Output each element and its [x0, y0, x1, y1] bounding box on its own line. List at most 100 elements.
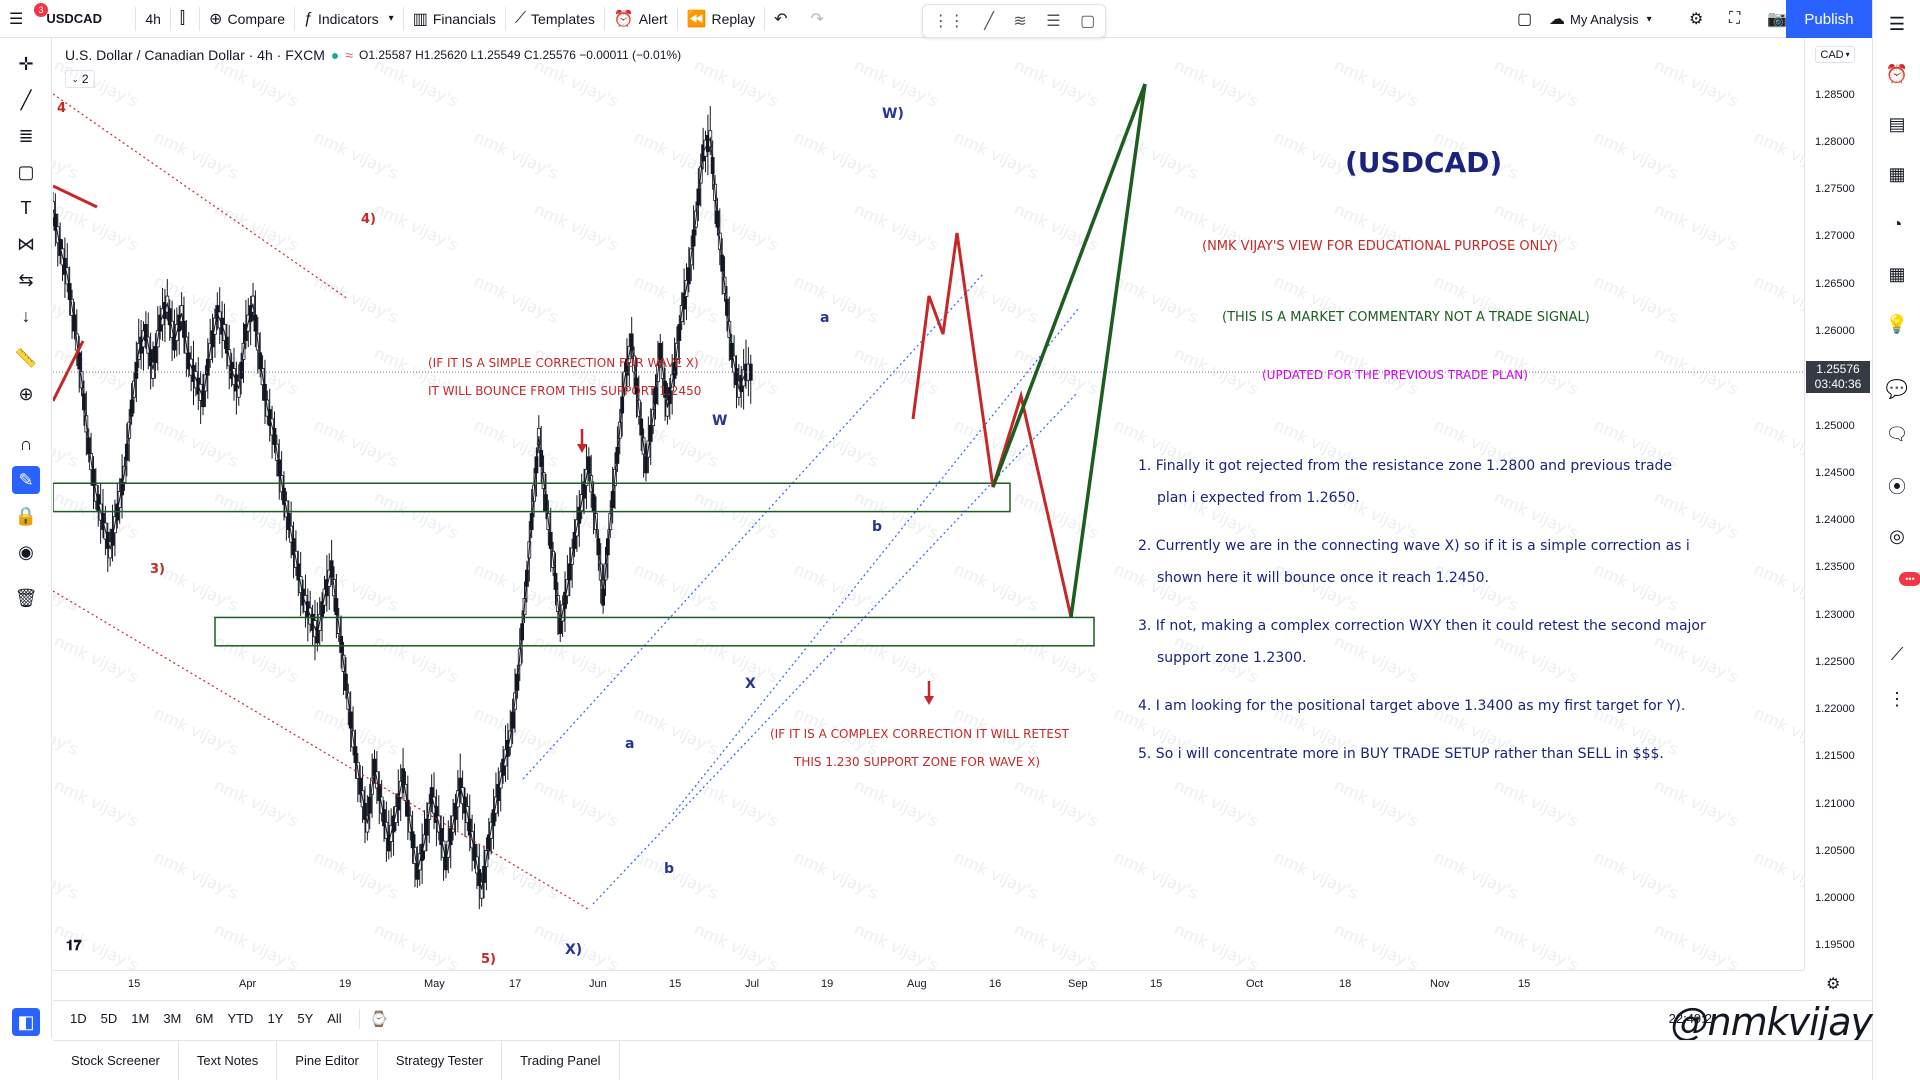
clock[interactable]: 22:49:2	[1668, 1011, 1712, 1026]
complex-correction-annotation-2[interactable]: THIS 1.230 SUPPORT ZONE FOR WAVE X)	[794, 755, 1041, 769]
menu-button[interactable]: ☰	[0, 0, 37, 38]
settings-button[interactable]: ⚙	[1680, 0, 1717, 38]
trend-line-icon[interactable]: ╱	[984, 13, 994, 30]
magnet-icon[interactable]: ∩	[19, 433, 33, 454]
tab-pine-editor[interactable]: Pine Editor	[277, 1040, 378, 1080]
fib-retracement-icon[interactable]: ≣	[18, 125, 34, 146]
text-tool-icon[interactable]: T	[20, 197, 32, 218]
commentary-annotation[interactable]: (THIS IS A MARKET COMMENTARY NOT A TRADE…	[1222, 310, 1590, 325]
price-axis[interactable]: 1.28500 1.28000 1.27500 1.27000 1.26500 1.260…	[1804, 39, 1872, 970]
lock-icon[interactable]: 🔒	[14, 505, 38, 526]
calendar-icon[interactable]: ▦	[1888, 263, 1906, 284]
alerts-icon[interactable]: ⏰	[1885, 63, 1909, 84]
financials-button[interactable]: ▥ Financials	[404, 0, 505, 38]
wave-label-a-upper[interactable]: a	[820, 310, 830, 326]
wave-label-5-close[interactable]: 5)	[481, 952, 496, 967]
stay-in-drawing-mode-icon[interactable]: ✎	[12, 466, 40, 494]
order-panel-icon[interactable]: ⋮	[1888, 688, 1906, 709]
fib-icon[interactable]: ≋	[1013, 13, 1027, 30]
tab-stock-screener[interactable]: Stock Screener	[53, 1040, 179, 1080]
compare-button[interactable]: ⊕ Compare	[200, 0, 294, 38]
wave-label-b-upper[interactable]: b	[872, 519, 883, 535]
snapshot-button[interactable]: 📷	[1758, 0, 1801, 38]
currency-selector[interactable]: CAD ▾	[1815, 46, 1855, 63]
chart-type-button[interactable]: ⫿	[171, 0, 199, 38]
interval-button[interactable]: 4h	[145, 10, 161, 27]
tab-trading-panel[interactable]: Trading Panel	[502, 1040, 620, 1080]
wave-label-3-close[interactable]: 3)	[150, 562, 165, 577]
watermark-text: nmk vijay's	[1651, 919, 1741, 970]
range-button-1m[interactable]: 1M	[131, 1011, 150, 1026]
layout-name-button[interactable]: ☁ My Analysis ▾	[1540, 0, 1661, 38]
range-button-5y[interactable]: 5Y	[297, 1011, 314, 1026]
messages-icon[interactable]: 🗨	[1885, 423, 1909, 444]
chart-settings-button[interactable]: ⚙	[1826, 974, 1840, 994]
wave-label-b-lower[interactable]: b	[664, 861, 675, 877]
symbol-description[interactable]: U.S. Dollar / Canadian Dollar · 4h · FXC…	[65, 47, 325, 63]
drag-handle-icon[interactable]: ⋮⋮	[932, 13, 965, 30]
eye-icon[interactable]: ◉	[18, 541, 34, 562]
data-window-icon[interactable]: ▤	[1888, 113, 1906, 134]
wave-label-w-close[interactable]: W)	[882, 106, 904, 122]
wave-label-w[interactable]: W	[712, 413, 728, 429]
indicators-button[interactable]: ƒ Indicators ▾	[295, 0, 403, 38]
trash-icon[interactable]: 🗑	[14, 587, 38, 608]
templates-button[interactable]: ⟋ Templates	[506, 0, 604, 38]
rectangle-tool-icon[interactable]: ▢	[17, 161, 35, 182]
streams-icon[interactable]: ⦿	[1888, 477, 1906, 497]
ideas-icon[interactable]: 💡	[1885, 313, 1909, 334]
range-button-3m[interactable]: 3M	[163, 1011, 182, 1026]
tradingview-logo[interactable]: 𝟏𝟕	[66, 937, 82, 953]
news-icon[interactable]: ▦	[1888, 163, 1906, 184]
simple-correction-annotation-1[interactable]: (IF IT IS A SIMPLE CORRECTION FOR WAVE X…	[428, 356, 699, 370]
range-button-5d[interactable]: 5D	[100, 1011, 118, 1026]
fullscreen-button[interactable]: ⛶	[1720, 0, 1754, 38]
publish-button[interactable]: Publish	[1786, 0, 1872, 38]
time-axis[interactable]: 15 Apr 19 May 17 Jun 15 Jul 19 Aug 16 Sep 15 Oct 18 Nov…	[53, 970, 1804, 998]
pattern-icon[interactable]: ⋈	[17, 233, 35, 254]
hotlist-icon[interactable]: ◔	[1891, 213, 1903, 234]
price-chart[interactable]: nmk vijay's nmk vijay's nmk vijay's nmk vij…	[53, 39, 1804, 970]
watermark-text: nmk vijay's	[691, 775, 781, 830]
wave-label-4-close[interactable]: 4)	[361, 212, 376, 227]
range-button-6m[interactable]: 6M	[195, 1011, 214, 1026]
tab-strategy-tester[interactable]: Strategy Tester	[378, 1040, 503, 1080]
replay-button[interactable]: ⏪ Replay	[678, 0, 765, 38]
edu-annotation[interactable]: (NMK VIJAY'S VIEW FOR EDUCATIONAL PURPOS…	[1202, 239, 1558, 254]
alert-button[interactable]: ⏰ Alert	[605, 0, 677, 38]
simple-correction-annotation-2[interactable]: IT WILL BOUNCE FROM THIS SUPPORT 1.2450	[428, 384, 702, 398]
updated-annotation[interactable]: (UPDATED FOR THE PREVIOUS TRADE PLAN)	[1262, 368, 1528, 382]
undo-button[interactable]: ↶	[765, 0, 801, 38]
tab-text-notes[interactable]: Text Notes	[179, 1040, 278, 1080]
layout-toggle-button[interactable]: ▢	[1508, 0, 1546, 38]
wave-label-a-lower[interactable]: a	[625, 736, 635, 752]
prediction-icon[interactable]: ⇆	[18, 269, 34, 290]
watermark-text: nmk vijay's	[691, 919, 781, 970]
goto-date-icon[interactable]: ⌚	[369, 1010, 389, 1028]
redo-button[interactable]: ↷	[802, 0, 838, 38]
dom-icon[interactable]: ⟋	[1890, 643, 1904, 664]
range-button-all[interactable]: All	[327, 1011, 342, 1026]
zoom-in-icon[interactable]: ⊕	[18, 383, 34, 404]
range-button-ytd[interactable]: YTD	[227, 1011, 254, 1026]
broadcast-icon[interactable]: ◎	[1889, 525, 1905, 546]
chart-title-annotation[interactable]: (USDCAD)	[1345, 146, 1503, 179]
watchlist-icon[interactable]: ☰	[1888, 13, 1906, 34]
arrow-down-icon[interactable]: ↓	[21, 305, 31, 326]
complex-correction-annotation-1[interactable]: (IF IT IS A COMPLEX CORRECTION IT WILL R…	[770, 727, 1069, 741]
object-tree-icon[interactable]: ◧	[12, 1008, 40, 1036]
wave-label-4[interactable]: 4	[57, 101, 67, 116]
ruler-icon[interactable]: 📏	[14, 347, 38, 368]
legend-collapse-button[interactable]: ⌄ 2	[65, 70, 95, 88]
range-button-1d[interactable]: 1D	[70, 1011, 87, 1026]
wave-label-x-close[interactable]: X)	[565, 942, 583, 958]
range-button-1y[interactable]: 1Y	[267, 1011, 284, 1026]
trend-line-icon[interactable]: ╱	[20, 89, 32, 110]
crosshair-icon[interactable]: ✛	[18, 53, 34, 74]
parallel-channel-icon[interactable]: ☰	[1046, 13, 1061, 30]
symbol-search[interactable]: USDCAD	[46, 11, 102, 26]
price-tick-label: 1.22000	[1815, 703, 1855, 716]
rectangle-icon[interactable]: ▢	[1080, 13, 1096, 30]
wave-label-x[interactable]: X	[745, 676, 756, 692]
chat-icon[interactable]: 💬	[1885, 378, 1909, 399]
